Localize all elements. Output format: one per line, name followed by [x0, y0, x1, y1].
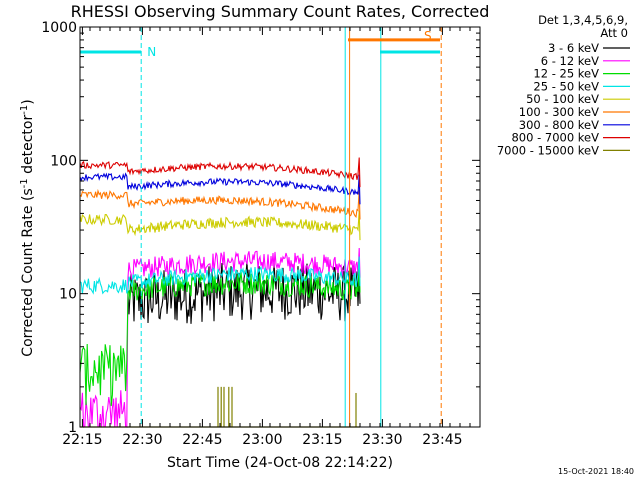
chart-title: RHESSI Observing Summary Count Rates, Co…: [71, 2, 490, 21]
ylabel-close: ): [20, 99, 36, 104]
legend-label: 6 - 12 keV: [541, 54, 599, 68]
y-axis-label-text: Corrected Count Rate (s-1 detector-1): [19, 99, 37, 356]
legend-label: 800 - 7000 keV: [511, 131, 599, 145]
legend-header-line-1: Det 1,3,4,5,6,9,: [538, 13, 628, 27]
x-tick-label: 22:45: [182, 432, 222, 448]
footer-date: 15-Oct-2021 18:40: [558, 467, 634, 476]
legend-label: 7000 - 15000 keV: [497, 143, 599, 157]
flag-label: N: [147, 45, 156, 59]
x-tick-label: 22:30: [122, 432, 162, 448]
series-line-800-7000kev: [79, 157, 361, 188]
title-text: RHESSI Observing Summary Count Rates, Co…: [71, 2, 490, 21]
tick-layer: 1 10 100 1000 22:15 22:30 22:45 23:00 23:15 23:30…: [41, 20, 481, 448]
x-tick-label: 23:00: [242, 432, 282, 448]
x-tick-label: 23:15: [302, 432, 342, 448]
x-tick-label: 22:15: [62, 432, 102, 448]
y-tick-label: 1: [68, 420, 77, 436]
ylabel-sup2: -1: [19, 105, 30, 115]
legend-label: 25 - 50 keV: [533, 79, 599, 93]
series-line-12-25kev: [79, 262, 361, 407]
legend-label: 12 - 25 keV: [533, 67, 599, 81]
series-line-25-50kev: [79, 256, 361, 295]
series-line-100-300kev: [79, 188, 361, 220]
y-axis-label: Corrected Count Rate (s-1 detector-1): [19, 99, 37, 356]
ylabel-sup1: -1: [19, 178, 30, 188]
legend-header-line-2: Att 0: [600, 26, 628, 40]
x-tick-label: 23:45: [422, 432, 462, 448]
legend-label: 100 - 300 keV: [519, 105, 599, 119]
x-tick-label: 23:30: [362, 432, 402, 448]
y-tick-label: 10: [59, 287, 77, 303]
legend-label: 3 - 6 keV: [548, 41, 599, 55]
legend-label: 300 - 800 keV: [519, 118, 599, 132]
ylabel-main: Corrected Count Rate (s: [20, 188, 36, 356]
y-tick-label: 1000: [41, 20, 77, 36]
x-axis-label: Start Time (24-Oct-08 22:14:22): [167, 455, 393, 471]
ylabel-tail: detector: [20, 115, 36, 179]
series-line-6-12kev: [79, 247, 361, 428]
series-line-3-6kev: [127, 261, 361, 324]
series-line-300-800kev: [79, 172, 361, 205]
legend-label: 50 - 100 keV: [526, 92, 599, 106]
series-line-50-100kev: [79, 210, 361, 241]
y-tick-label: 100: [50, 153, 77, 169]
flag-label: S: [424, 29, 432, 43]
